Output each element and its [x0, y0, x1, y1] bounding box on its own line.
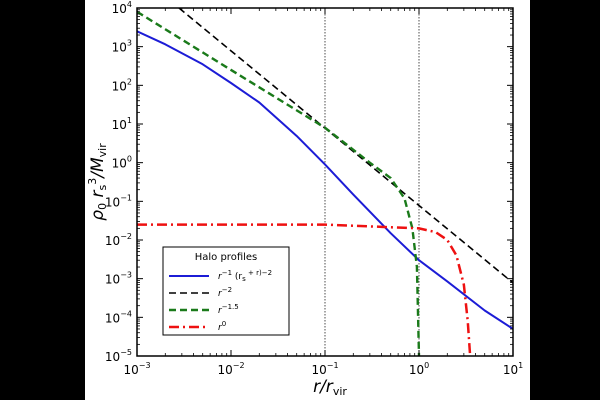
x-tick-label: 10−1	[311, 361, 338, 377]
x-tick-label: 100	[409, 361, 429, 377]
legend-label-3: r−1.5	[218, 303, 239, 316]
legend-label-4: r0	[218, 320, 226, 333]
x-tick-label: 10−2	[217, 361, 244, 377]
legend-label-2: r−2	[218, 286, 232, 299]
y-tick-label: 103	[112, 39, 132, 55]
legend: Halo profiles r−1 (rs + r)−2 r−2 r−1.5 r0	[162, 246, 290, 336]
y-tick-label: 10−5	[105, 348, 132, 364]
legend-title: Halo profiles	[195, 252, 258, 263]
y-tick-label: 100	[112, 155, 132, 171]
y-tick-label: 10−2	[105, 232, 132, 248]
legend-label-1: r−1 (rs + r)−2	[218, 269, 272, 283]
x-tick-label: 10−3	[123, 361, 150, 377]
x-tick-label: 101	[503, 361, 523, 377]
series-line-3	[137, 10, 421, 356]
y-tick-label: 104	[112, 0, 132, 16]
y-tick-label: 102	[112, 77, 132, 93]
y-tick-label: 10−3	[105, 271, 132, 287]
figure-background	[85, 0, 530, 400]
plot-frame	[136, 7, 514, 357]
y-axis-label: ρ0 rs3/Mvir	[86, 143, 109, 221]
y-tick-label: 101	[112, 116, 132, 132]
series-line-1	[137, 30, 513, 330]
series-line-4	[137, 223, 472, 356]
legend-box	[162, 246, 290, 336]
y-tick-label: 10−1	[105, 193, 132, 209]
y-tick-label: 10−4	[105, 309, 132, 325]
